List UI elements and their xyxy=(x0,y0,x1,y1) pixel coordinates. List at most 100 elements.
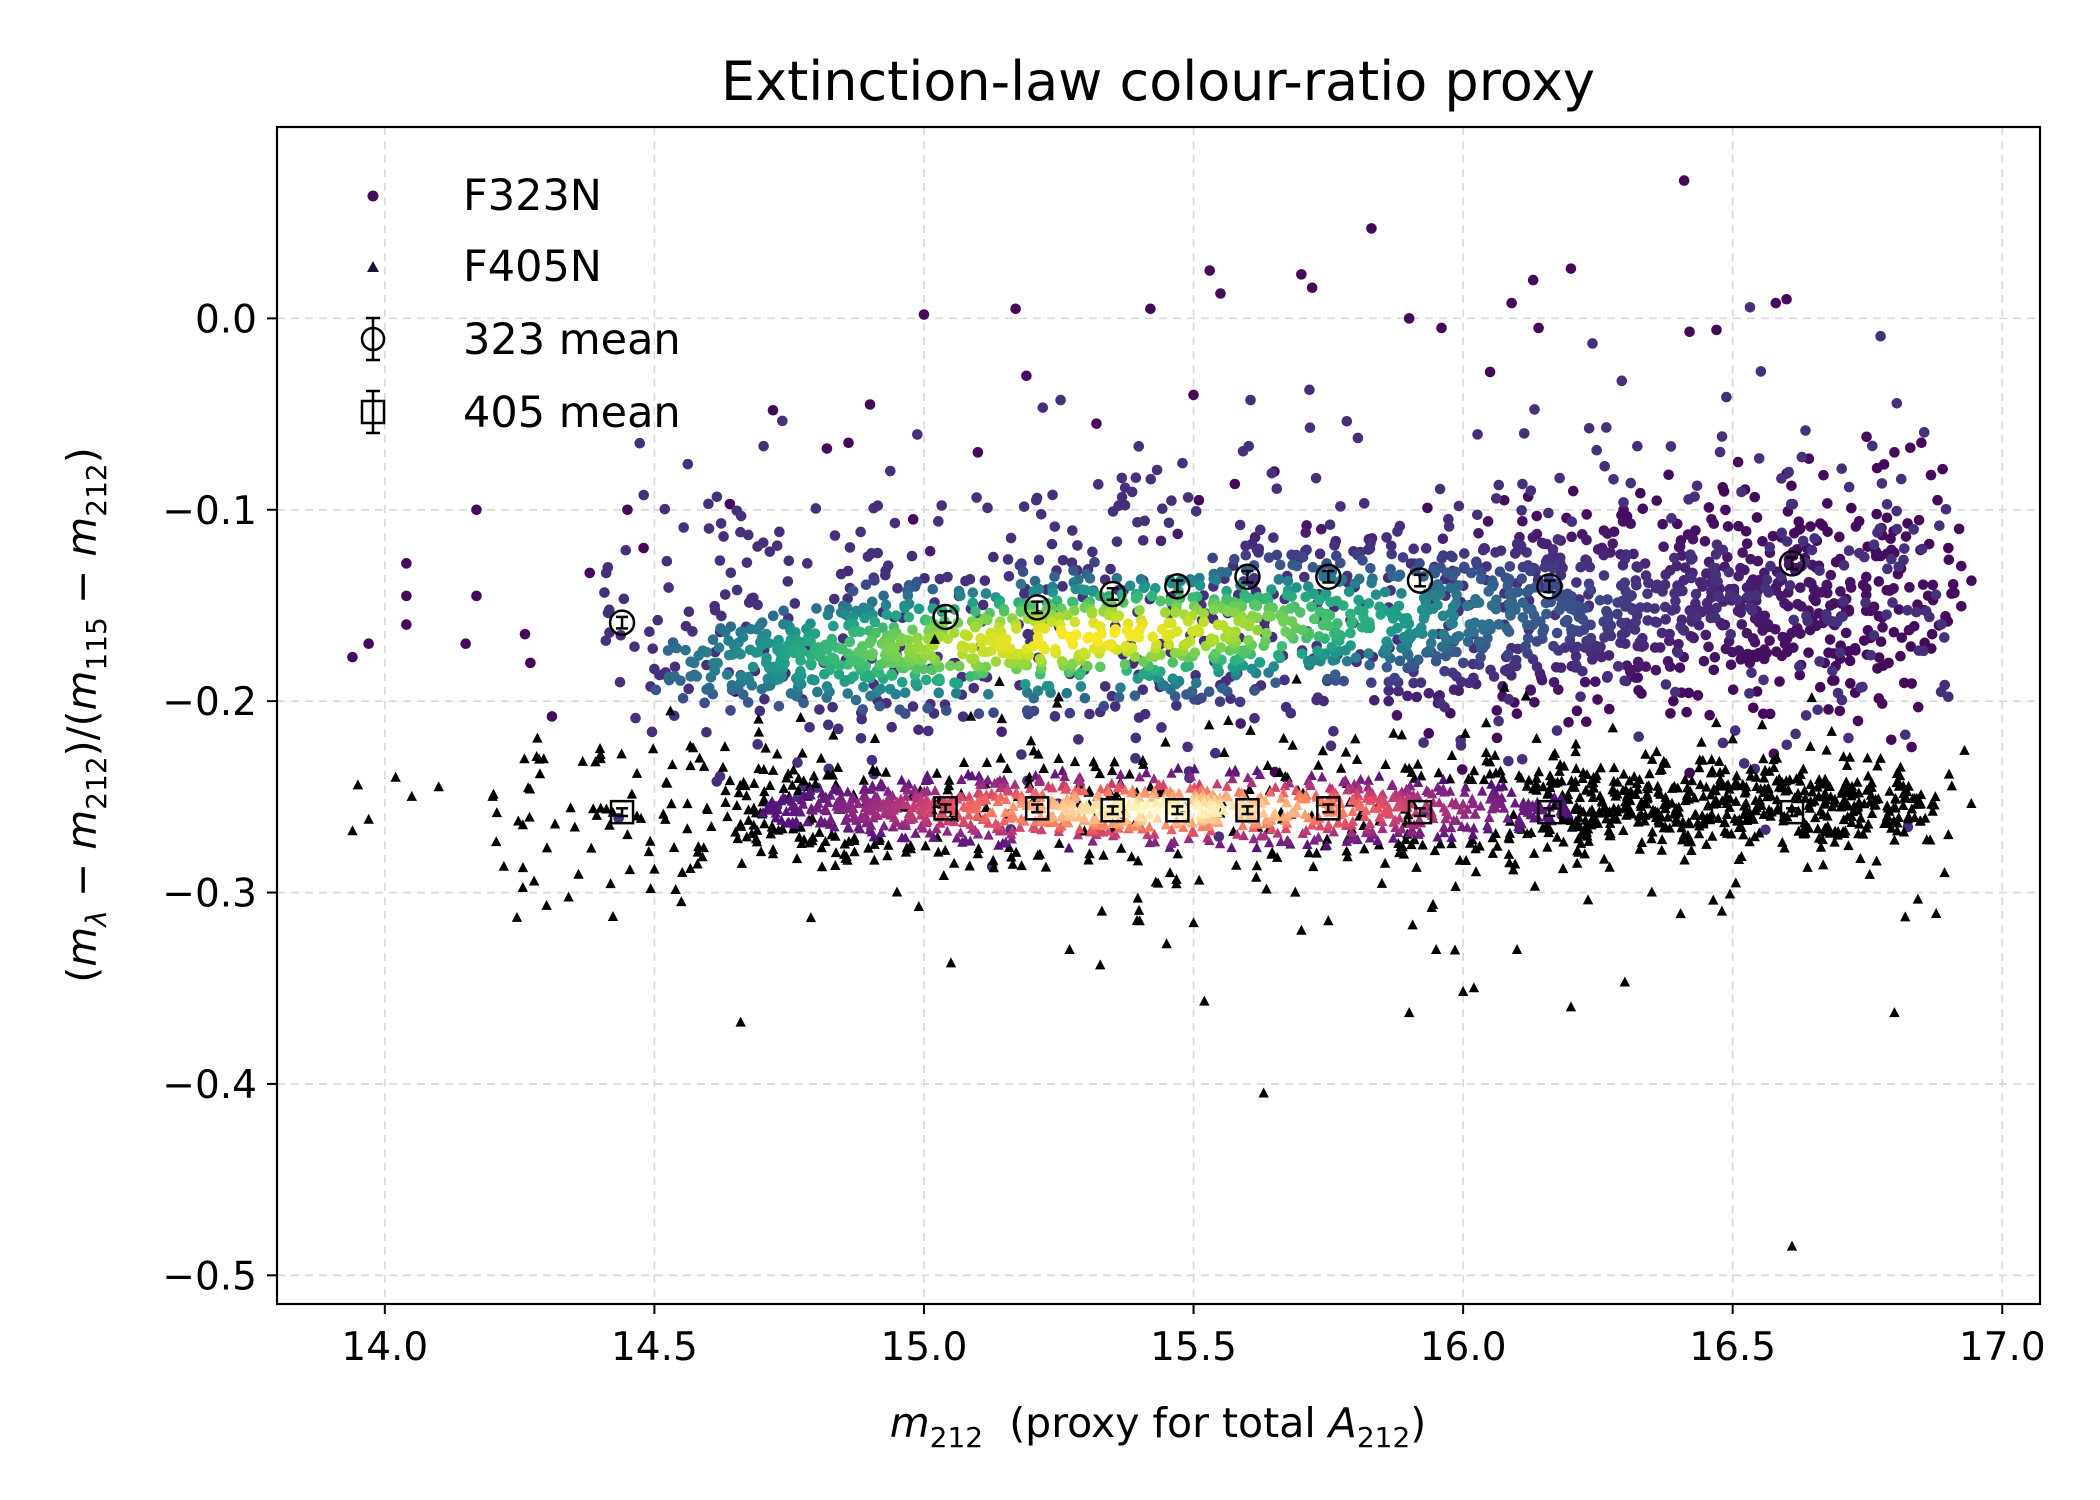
f323n-point xyxy=(1737,547,1748,558)
f405n-point xyxy=(875,827,887,838)
f405n-point xyxy=(1444,773,1456,784)
f405n-point xyxy=(1438,773,1449,784)
f405n-point xyxy=(842,822,854,833)
f323n-point xyxy=(1177,457,1188,469)
f405n-point xyxy=(746,828,757,839)
f323n-point xyxy=(683,683,694,695)
f323n-point xyxy=(1846,502,1857,514)
f405n-point xyxy=(1259,829,1270,840)
f323n-point xyxy=(1943,554,1955,566)
f323n-point xyxy=(1871,462,1883,474)
f405n-point xyxy=(1893,811,1904,822)
f323n-point xyxy=(1483,586,1494,597)
f323n-point xyxy=(1904,442,1916,454)
f323n-point xyxy=(1420,596,1431,608)
f323n-point xyxy=(1722,521,1734,532)
f323n-point xyxy=(1169,647,1181,659)
f323n-point xyxy=(1402,690,1413,702)
f323n-point xyxy=(1666,513,1677,524)
f323n-point xyxy=(1919,637,1930,649)
f405n-point xyxy=(858,774,869,785)
f405n-point xyxy=(735,1016,746,1027)
f405n-point xyxy=(491,807,503,818)
f323n-point xyxy=(1324,519,1336,531)
f405n-point xyxy=(1027,821,1039,832)
f405n-point xyxy=(1160,736,1171,747)
f405n-point xyxy=(841,811,852,822)
f405n-point xyxy=(487,790,498,801)
f323n-point xyxy=(1659,601,1671,613)
f323n-point xyxy=(1835,586,1846,597)
f323n-point xyxy=(1003,570,1015,582)
f323n-point xyxy=(1089,556,1100,568)
f323n-point xyxy=(1891,523,1903,535)
f405n-point xyxy=(720,796,731,807)
f323n-point xyxy=(1924,611,1935,623)
f405n-point xyxy=(971,798,982,809)
f323n-point xyxy=(1764,541,1776,553)
f323n-point xyxy=(1516,753,1528,765)
f323n-point xyxy=(802,558,813,569)
f405n-point xyxy=(1366,826,1378,837)
f323n-point xyxy=(1243,635,1254,646)
f405n-point xyxy=(1226,842,1237,853)
f323n-point xyxy=(1386,626,1397,637)
f405n-point xyxy=(1506,786,1517,797)
f323n-point xyxy=(1408,677,1419,689)
f323n-point xyxy=(1871,508,1882,520)
f323n-point xyxy=(1887,597,1898,608)
f405n-point xyxy=(1815,841,1827,852)
f405n-point xyxy=(1215,797,1226,808)
f323n-point xyxy=(1902,604,1913,616)
f405n-point xyxy=(569,821,580,832)
f323n-point xyxy=(804,721,815,733)
f323n-point xyxy=(1437,533,1449,545)
f323n-point xyxy=(759,693,770,705)
f323n-point xyxy=(990,656,1002,667)
f405n-point xyxy=(1569,781,1580,792)
f405n-point xyxy=(1267,846,1278,857)
f405n-point xyxy=(666,798,677,809)
f405n-point xyxy=(1495,765,1506,776)
f405n-point xyxy=(996,713,1008,724)
f405n-point xyxy=(1793,805,1804,816)
f323n-point xyxy=(1733,570,1744,582)
f405n-point xyxy=(1513,770,1525,781)
f405n-point xyxy=(1063,842,1075,853)
f405n-point xyxy=(1051,697,1063,708)
f323n-point xyxy=(1182,492,1194,503)
f323n-point xyxy=(1046,538,1058,550)
f323n-point xyxy=(1447,551,1458,563)
f405n-point xyxy=(1168,835,1180,846)
f323n-point xyxy=(614,676,626,688)
f323n-point xyxy=(1885,533,1896,545)
f323n-point xyxy=(1776,527,1787,539)
f405n-point xyxy=(1282,835,1293,846)
f323n-point xyxy=(1749,491,1761,503)
f405n-point xyxy=(1812,823,1824,834)
f323n-point xyxy=(1800,710,1812,721)
f405n-point xyxy=(1906,803,1918,814)
f405n-point xyxy=(1038,762,1049,773)
f323n-point xyxy=(1711,324,1722,336)
f323n-point xyxy=(1078,647,1090,659)
f405n-point xyxy=(1126,787,1137,798)
f405n-point xyxy=(1445,822,1457,833)
f405n-point xyxy=(1470,843,1481,854)
f405n-point xyxy=(1034,848,1046,859)
f405n-point xyxy=(735,818,746,829)
f323n-point xyxy=(1538,538,1549,550)
f323n-point xyxy=(1055,394,1066,406)
f405n-point xyxy=(923,807,935,818)
f323n-point xyxy=(758,440,769,452)
f405n-point xyxy=(1411,861,1422,872)
f405n-point xyxy=(1397,841,1408,852)
f405n-point xyxy=(626,788,638,799)
f323n-point xyxy=(1581,509,1592,520)
f405n-point xyxy=(541,842,553,853)
f405n-point xyxy=(1612,776,1623,787)
f323n-point xyxy=(1245,394,1256,406)
f405n-point xyxy=(791,853,803,864)
f405n-point xyxy=(1836,787,1847,798)
f323n-point xyxy=(1253,543,1265,555)
